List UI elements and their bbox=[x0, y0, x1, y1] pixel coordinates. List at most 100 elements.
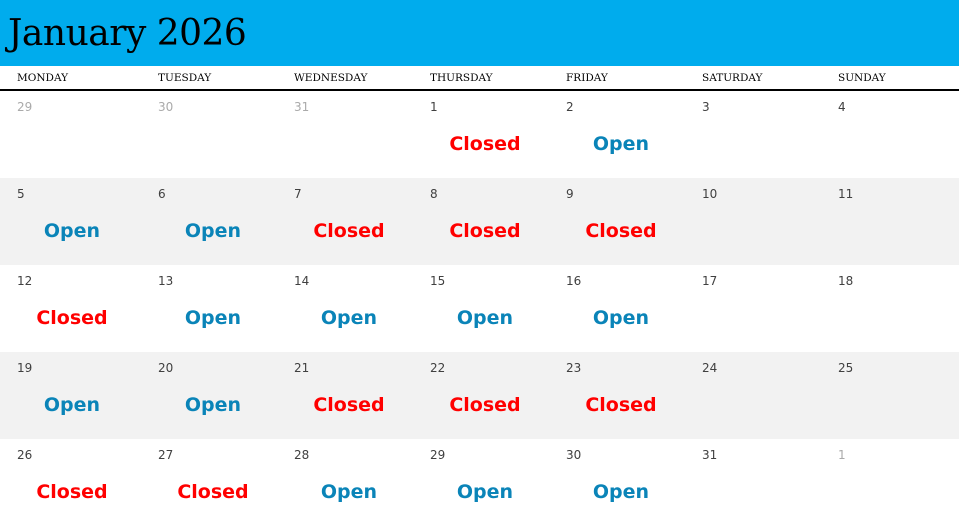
day-cell[interactable]: 1 bbox=[821, 439, 959, 526]
day-number: 14 bbox=[294, 274, 310, 288]
day-number: 3 bbox=[702, 100, 710, 114]
day-cell[interactable]: 17 bbox=[685, 265, 821, 352]
day-cell[interactable]: 12 Closed bbox=[0, 265, 141, 352]
day-cell[interactable]: 20 Open bbox=[141, 352, 277, 439]
day-cell[interactable]: 3 bbox=[685, 91, 821, 178]
day-cell[interactable]: 22 Closed bbox=[413, 352, 549, 439]
day-cell[interactable]: 29 bbox=[0, 91, 141, 178]
day-number: 9 bbox=[566, 187, 574, 201]
status-closed: Closed bbox=[585, 394, 657, 416]
day-number: 2 bbox=[566, 100, 574, 114]
day-cell[interactable]: 18 bbox=[821, 265, 959, 352]
week-row: 12 Closed 13 Open 14 Open 15 Open 16 Open 17 18 bbox=[0, 265, 959, 352]
day-cell[interactable]: 16 Open bbox=[549, 265, 685, 352]
day-number: 15 bbox=[430, 274, 446, 288]
day-cell[interactable]: 21 Closed bbox=[277, 352, 413, 439]
day-cell[interactable]: 6 Open bbox=[141, 178, 277, 265]
day-number: 25 bbox=[838, 361, 854, 375]
day-cell[interactable]: 9 Closed bbox=[549, 178, 685, 265]
day-cell[interactable]: 24 bbox=[685, 352, 821, 439]
status-closed: Closed bbox=[36, 481, 108, 503]
day-number: 31 bbox=[702, 448, 718, 462]
day-number: 6 bbox=[158, 187, 166, 201]
weekday-saturday: SATURDAY bbox=[685, 66, 821, 91]
status-open: Open bbox=[184, 394, 242, 416]
day-cell[interactable]: 28 Open bbox=[277, 439, 413, 526]
status-closed: Closed bbox=[585, 220, 657, 242]
day-cell[interactable]: 19 Open bbox=[0, 352, 141, 439]
day-cell[interactable]: 2 Open bbox=[549, 91, 685, 178]
day-cell[interactable]: 11 bbox=[821, 178, 959, 265]
day-number: 17 bbox=[702, 274, 718, 288]
status-open: Open bbox=[456, 481, 514, 503]
day-number: 1 bbox=[838, 448, 846, 462]
day-number: 1 bbox=[430, 100, 438, 114]
weekday-friday: FRIDAY bbox=[549, 66, 685, 91]
day-number: 10 bbox=[702, 187, 718, 201]
day-cell[interactable]: 27 Closed bbox=[141, 439, 277, 526]
status-closed: Closed bbox=[313, 394, 385, 416]
status-open: Open bbox=[320, 481, 378, 503]
day-cell[interactable]: 30 bbox=[141, 91, 277, 178]
day-number: 23 bbox=[566, 361, 582, 375]
day-number: 22 bbox=[430, 361, 446, 375]
status-closed: Closed bbox=[449, 394, 521, 416]
week-row: 29 30 31 1 Closed 2 Open 3 4 bbox=[0, 91, 959, 178]
weekday-monday: MONDAY bbox=[0, 66, 141, 91]
month-title: January 2026 bbox=[8, 13, 247, 54]
day-cell[interactable]: 13 Open bbox=[141, 265, 277, 352]
week-row: 5 Open 6 Open 7 Closed 8 Closed 9 Closed 10 11 bbox=[0, 178, 959, 265]
day-number: 13 bbox=[158, 274, 174, 288]
day-number: 21 bbox=[294, 361, 310, 375]
status-open: Open bbox=[592, 481, 650, 503]
week-row: 26 Closed 27 Closed 28 Open 29 Open 30 Open 31 1 bbox=[0, 439, 959, 526]
day-number: 29 bbox=[17, 100, 33, 114]
day-cell[interactable]: 25 bbox=[821, 352, 959, 439]
day-cell[interactable]: 31 bbox=[277, 91, 413, 178]
status-closed: Closed bbox=[313, 220, 385, 242]
day-number: 19 bbox=[17, 361, 33, 375]
day-number: 7 bbox=[294, 187, 302, 201]
status-open: Open bbox=[43, 394, 101, 416]
day-number: 16 bbox=[566, 274, 582, 288]
day-cell[interactable]: 10 bbox=[685, 178, 821, 265]
day-number: 27 bbox=[158, 448, 174, 462]
status-closed: Closed bbox=[177, 481, 249, 503]
status-closed: Closed bbox=[36, 307, 108, 329]
calendar-header: January 2026 bbox=[0, 0, 959, 66]
weekday-header-row: MONDAY TUESDAY WEDNESDAY THURSDAY FRIDAY SATU… bbox=[0, 66, 959, 91]
weekday-tuesday: TUESDAY bbox=[141, 66, 277, 91]
day-number: 4 bbox=[838, 100, 846, 114]
day-cell[interactable]: 5 Open bbox=[0, 178, 141, 265]
day-cell[interactable]: 15 Open bbox=[413, 265, 549, 352]
day-cell[interactable]: 1 Closed bbox=[413, 91, 549, 178]
weekday-thursday: THURSDAY bbox=[413, 66, 549, 91]
day-cell[interactable]: 8 Closed bbox=[413, 178, 549, 265]
day-cell[interactable]: 30 Open bbox=[549, 439, 685, 526]
day-number: 28 bbox=[294, 448, 310, 462]
day-cell[interactable]: 29 Open bbox=[413, 439, 549, 526]
day-number: 31 bbox=[294, 100, 310, 114]
day-cell[interactable]: 14 Open bbox=[277, 265, 413, 352]
weekday-sunday: SUNDAY bbox=[821, 66, 959, 91]
weekday-wednesday: WEDNESDAY bbox=[277, 66, 413, 91]
status-open: Open bbox=[184, 220, 242, 242]
day-cell[interactable]: 4 bbox=[821, 91, 959, 178]
day-number: 12 bbox=[17, 274, 33, 288]
day-number: 24 bbox=[702, 361, 718, 375]
day-number: 8 bbox=[430, 187, 438, 201]
status-open: Open bbox=[592, 133, 650, 155]
day-number: 18 bbox=[838, 274, 854, 288]
status-open: Open bbox=[184, 307, 242, 329]
week-row: 19 Open 20 Open 21 Closed 22 Closed 23 Closed 24 25 bbox=[0, 352, 959, 439]
day-cell[interactable]: 31 bbox=[685, 439, 821, 526]
day-number: 30 bbox=[158, 100, 174, 114]
day-number: 26 bbox=[17, 448, 33, 462]
day-number: 29 bbox=[430, 448, 446, 462]
day-cell[interactable]: 23 Closed bbox=[549, 352, 685, 439]
day-cell[interactable]: 7 Closed bbox=[277, 178, 413, 265]
day-number: 30 bbox=[566, 448, 582, 462]
day-number: 11 bbox=[838, 187, 854, 201]
day-cell[interactable]: 26 Closed bbox=[0, 439, 141, 526]
status-closed: Closed bbox=[449, 133, 521, 155]
